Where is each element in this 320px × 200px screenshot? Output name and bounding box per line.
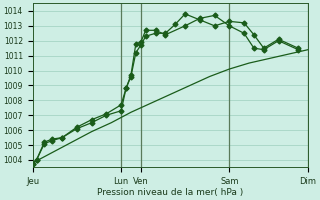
X-axis label: Pression niveau de la mer( hPa ): Pression niveau de la mer( hPa ) [97, 188, 244, 197]
